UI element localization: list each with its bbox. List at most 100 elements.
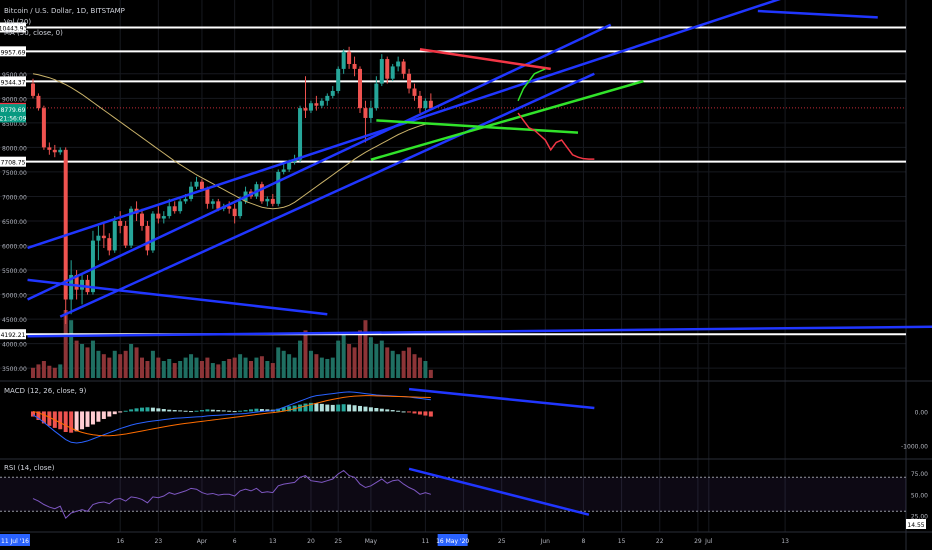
- candle-body: [423, 100, 428, 109]
- trendline[interactable]: [376, 119, 579, 134]
- volume-bar: [287, 354, 292, 378]
- candle-body: [265, 198, 270, 202]
- volume-bar: [259, 356, 264, 378]
- time-cursor-label: 16 May '20: [436, 538, 469, 545]
- macd-histogram-bar: [210, 409, 215, 412]
- trendline[interactable]: [27, 278, 328, 316]
- candle: [374, 76, 379, 111]
- volume-bar: [379, 340, 384, 378]
- candle: [101, 223, 106, 248]
- candle-body: [407, 73, 412, 89]
- candle: [417, 90, 422, 114]
- macd-histogram-bar: [134, 408, 139, 412]
- price-tick-label: 4000.00: [2, 342, 27, 349]
- candle-body: [227, 206, 232, 209]
- time-tick-label: 13: [781, 538, 789, 545]
- time-tick-label: 25: [498, 538, 506, 545]
- trendline[interactable]: [59, 72, 595, 318]
- candle-body: [52, 149, 57, 153]
- macd-histogram-bar: [232, 411, 237, 413]
- macd-histogram-bar: [428, 411, 433, 417]
- candle: [172, 201, 177, 214]
- volume-bar: [145, 361, 150, 378]
- macd-histogram-bar: [58, 411, 63, 430]
- volume-bar: [58, 364, 63, 378]
- candle-body: [107, 238, 112, 251]
- rsi-tick-label: 75.00: [911, 471, 928, 478]
- macd-histogram-bar: [167, 409, 172, 412]
- candle-body: [303, 108, 308, 111]
- rsi-trendline[interactable]: [408, 467, 590, 516]
- candle: [123, 220, 128, 248]
- macd-histogram-bar: [112, 411, 117, 415]
- candle: [210, 198, 215, 209]
- trendline[interactable]: [27, 325, 932, 338]
- macd-histogram-bar: [379, 408, 384, 412]
- candle: [52, 144, 57, 158]
- candle-body: [31, 83, 35, 96]
- candle: [140, 208, 144, 231]
- candle-body: [390, 66, 395, 79]
- volume-bar: [74, 340, 79, 378]
- time-tick-label: 23: [155, 538, 163, 545]
- price-tick-label: 6000.00: [2, 244, 27, 251]
- price-tick-label: 4500.00: [2, 317, 27, 324]
- time-tick-label: 22: [656, 538, 664, 545]
- projection-path[interactable]: [517, 112, 595, 160]
- candle: [325, 93, 330, 106]
- macd-histogram-bar: [31, 411, 35, 417]
- volume-bar: [140, 357, 144, 378]
- price-tick-label: 9500.00: [2, 72, 27, 79]
- volume-bar: [232, 357, 237, 378]
- volume-bar: [90, 340, 95, 378]
- trendline[interactable]: [27, 23, 612, 301]
- trendline[interactable]: [27, 0, 851, 250]
- candle-body: [259, 184, 264, 202]
- trendline-drawings[interactable]: [27, 0, 932, 338]
- candle: [31, 78, 35, 99]
- macd-histogram-bar: [358, 405, 362, 412]
- macd-trendline[interactable]: [408, 387, 595, 410]
- rsi-tick-label: 25.00: [911, 514, 928, 521]
- candle-body: [205, 189, 210, 204]
- volume-bar: [385, 347, 390, 378]
- candle-body: [270, 198, 275, 204]
- price-label-box: [0, 76, 26, 87]
- trendline[interactable]: [757, 9, 878, 19]
- macd-histogram-bar: [325, 404, 330, 412]
- trendline[interactable]: [370, 79, 644, 161]
- candle-body: [123, 225, 128, 246]
- volume-bar: [210, 363, 215, 378]
- legend-volume: Vol (20): [4, 18, 31, 26]
- candle: [308, 100, 313, 114]
- macd-histogram-bar: [396, 410, 401, 412]
- volume-bar: [101, 354, 106, 378]
- volume-bar: [96, 350, 101, 378]
- macd-histogram-bar: [140, 407, 144, 412]
- time-tick-label: 11: [422, 538, 430, 545]
- candle: [298, 105, 303, 163]
- macd-histogram-bar: [156, 408, 161, 412]
- volume-bar: [31, 367, 35, 378]
- price-tick-label: 5000.00: [2, 293, 27, 300]
- legend-rsi: RSI (14, close): [4, 464, 55, 472]
- projection-path[interactable]: [517, 68, 546, 102]
- price-label-text: 9344.37: [1, 79, 26, 86]
- candle: [259, 181, 264, 204]
- axes: 9500.00 9000.00 8500.00 8000.00 7500.00 7000.…: [0, 72, 928, 546]
- candle-body: [276, 171, 281, 204]
- signal-line: [32, 395, 431, 437]
- chart-title: Bitcoin / U.S. Dollar, 1D, BITSTAMP: [4, 7, 125, 15]
- volume-bar: [178, 361, 183, 378]
- candle: [314, 95, 319, 111]
- candle: [178, 198, 183, 214]
- macd-histogram-bar: [407, 411, 412, 413]
- candle: [232, 203, 237, 224]
- candle-body: [178, 201, 183, 212]
- time-tick-label: 8: [582, 538, 586, 545]
- legend-ma: MA (50, close, 0): [4, 29, 63, 37]
- macd-histogram-bar: [423, 411, 428, 416]
- trendline[interactable]: [419, 48, 551, 71]
- volume-bar: [412, 354, 417, 378]
